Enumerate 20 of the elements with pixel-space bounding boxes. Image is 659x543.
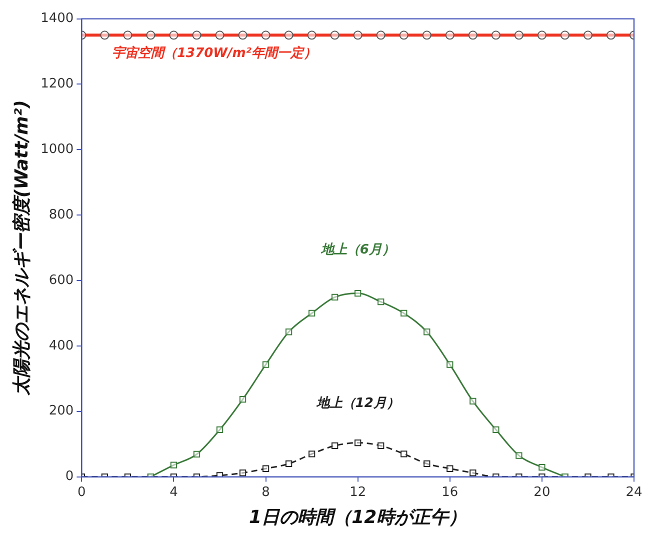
y-tick-label: 600 bbox=[48, 272, 74, 288]
series-label: 宇宙空間（1370W/m²年間一定） bbox=[112, 45, 316, 62]
y-tick-label: 200 bbox=[48, 404, 74, 419]
y-tick-label: 0 bbox=[65, 469, 74, 484]
y-tick-label: 1200 bbox=[40, 76, 74, 92]
x-axis-title: 1日の時間（12時が正午） bbox=[249, 506, 467, 528]
y-tick-label: 400 bbox=[48, 338, 74, 354]
y-axis-title: 太陽光のエネルギー密度(Watt/m²) bbox=[11, 100, 32, 397]
x-tick-label: 12 bbox=[350, 484, 366, 500]
x-tick-label: 24 bbox=[626, 484, 642, 500]
x-tick-label: 20 bbox=[534, 484, 550, 500]
text: 地上（12月） bbox=[315, 396, 400, 411]
x-tick-label: 16 bbox=[442, 484, 458, 500]
y-tick-label: 1400 bbox=[40, 11, 74, 26]
x-tick-label: 4 bbox=[170, 484, 178, 500]
x-tick-label: 8 bbox=[262, 484, 270, 500]
y-tick-label: 1000 bbox=[40, 142, 74, 158]
text: 地上（6月） bbox=[320, 242, 395, 258]
y-tick-label: 800 bbox=[48, 207, 74, 222]
x-tick-label: 0 bbox=[78, 484, 86, 500]
